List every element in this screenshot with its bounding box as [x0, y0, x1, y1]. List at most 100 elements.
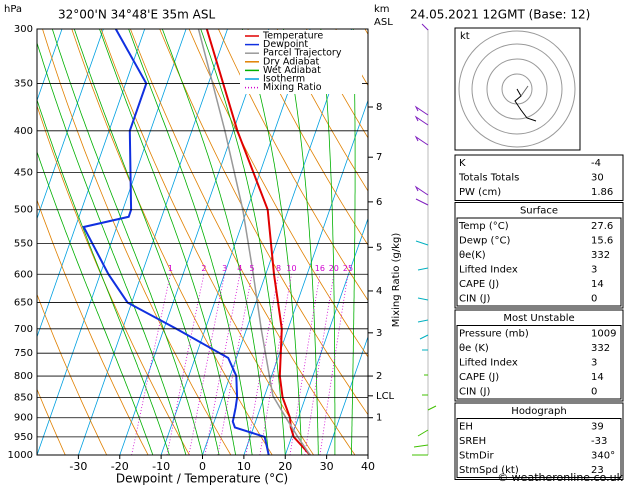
km-tick-label: 8: [376, 102, 382, 113]
dry-adiabat: [218, 29, 368, 302]
mixing-ratio-label: 16: [315, 264, 325, 273]
mixing-ratio-label: 8: [276, 264, 281, 273]
mixing-ratio-line: [204, 274, 241, 455]
km-label: km: [374, 4, 390, 15]
dry-adiabat: [42, 29, 232, 455]
y-tick-label: 700: [14, 324, 33, 335]
y-tick-label: 750: [14, 348, 33, 359]
legend-box: [240, 30, 362, 94]
y-tick-label: 450: [14, 167, 33, 178]
index-value: 15.6: [591, 236, 613, 247]
mixing-ratio-label: 2: [201, 264, 206, 273]
index-name: Lifted Index: [459, 358, 518, 369]
index-value: 14: [591, 279, 604, 290]
table-box: [454, 154, 624, 201]
footer: © weatheronline.co.uk: [497, 471, 623, 484]
x-tick-label: 40: [361, 460, 375, 473]
mixing-ratio-label: 3: [222, 264, 227, 273]
mixing-ratio-line: [259, 274, 292, 455]
index-name: θe (K): [459, 343, 489, 354]
wind-barbs: [412, 23, 437, 456]
index-value: 27.6: [591, 221, 613, 232]
index-name: Temp (°C): [458, 221, 509, 232]
chart-title: 32°00'N 34°48'E 35m ASL: [58, 8, 215, 22]
index-value: 1009: [591, 329, 616, 340]
index-name: CIN (J): [459, 294, 490, 305]
x-tick-label: 10: [237, 460, 251, 473]
section-box: [454, 402, 624, 480]
index-value: 23: [591, 465, 604, 476]
wet-adiabat: [37, 41, 187, 455]
mixing-ratio-line: [188, 274, 225, 455]
x-axis-label: Dewpoint / Temperature (°C): [116, 472, 288, 486]
section-title: Hodograph: [511, 406, 566, 417]
mixing-ratio-label: 5: [249, 264, 254, 273]
index-name: Lifted Index: [459, 265, 518, 276]
km-tick-label: 4: [376, 286, 382, 297]
index-name: Dewp (°C): [459, 236, 510, 247]
hodograph-label: kt: [460, 31, 470, 42]
index-value: 14: [591, 372, 604, 383]
index-value: 332: [591, 343, 610, 354]
index-name: K: [459, 158, 466, 169]
index-name: CAPE (J): [459, 279, 499, 290]
y-tick-label: 600: [14, 269, 33, 280]
x-tick-label: 20: [278, 460, 292, 473]
mixing-ratio-line: [319, 274, 349, 455]
date-title: 24.05.2021 12GMT (Base: 12): [410, 8, 590, 22]
index-name: θe(K): [459, 250, 486, 261]
y-tick-label: 950: [14, 432, 33, 443]
mixing-ratio-line: [245, 274, 279, 455]
legend-label: Wet Adiabat: [263, 65, 321, 76]
section-title: Most Unstable: [503, 313, 574, 324]
y-axis-label: hPa: [4, 4, 22, 15]
asl-label: ASL: [374, 17, 393, 28]
y-tick-label: 400: [14, 126, 33, 137]
index-name: StmSpd (kt): [459, 465, 519, 476]
x-tick-label: -30: [69, 460, 87, 473]
mixing-ratio-axis-label: Mixing Ratio (g/kg): [391, 233, 402, 328]
profile-line: [197, 29, 311, 455]
legend-label: Dewpoint: [263, 39, 308, 50]
mixing-ratio-label: 25: [343, 264, 353, 273]
x-tick-label: -20: [111, 460, 129, 473]
legend-label: Dry Adiabat: [263, 56, 320, 67]
section-box: [454, 309, 624, 402]
index-value: 3: [591, 265, 597, 276]
mixing-ratio-line: [166, 274, 205, 455]
y-tick-label: 500: [14, 205, 33, 216]
km-tick-label: LCL: [376, 391, 395, 402]
mixing-ratio-label: 10: [286, 264, 296, 273]
index-value: 0: [591, 294, 597, 305]
km-tick-label: 5: [376, 242, 382, 253]
index-name: Totals Totals: [458, 173, 519, 184]
index-name: PW (cm): [459, 187, 501, 198]
mixing-ratio-line: [304, 274, 335, 455]
legend-label: Isotherm: [263, 74, 305, 85]
km-tick-label: 7: [376, 152, 382, 163]
y-tick-label: 300: [14, 24, 33, 35]
mixing-ratio-line: [289, 274, 321, 455]
km-tick-label: 2: [376, 371, 382, 382]
index-name: CIN (J): [459, 387, 490, 398]
index-value: 340°: [591, 451, 615, 462]
isotherm: [326, 335, 368, 455]
y-tick-label: 650: [14, 298, 33, 309]
isotherm: [37, 29, 104, 220]
section-inner: [456, 325, 622, 400]
km-tick-label: 3: [376, 328, 382, 339]
section-title: Surface: [520, 206, 558, 217]
index-name: Pressure (mb): [459, 329, 529, 340]
index-value: -33: [591, 436, 607, 447]
y-tick-label: 800: [14, 371, 33, 382]
index-value: 3: [591, 358, 597, 369]
section-inner: [456, 418, 622, 478]
legend-label: Mixing Ratio: [263, 82, 322, 93]
wet-adiabat: [51, 29, 203, 455]
mixing-ratio-label: 1: [168, 264, 173, 273]
section-box: [454, 202, 624, 309]
y-tick-label: 350: [14, 79, 33, 90]
mixing-ratio-line: [217, 274, 253, 455]
